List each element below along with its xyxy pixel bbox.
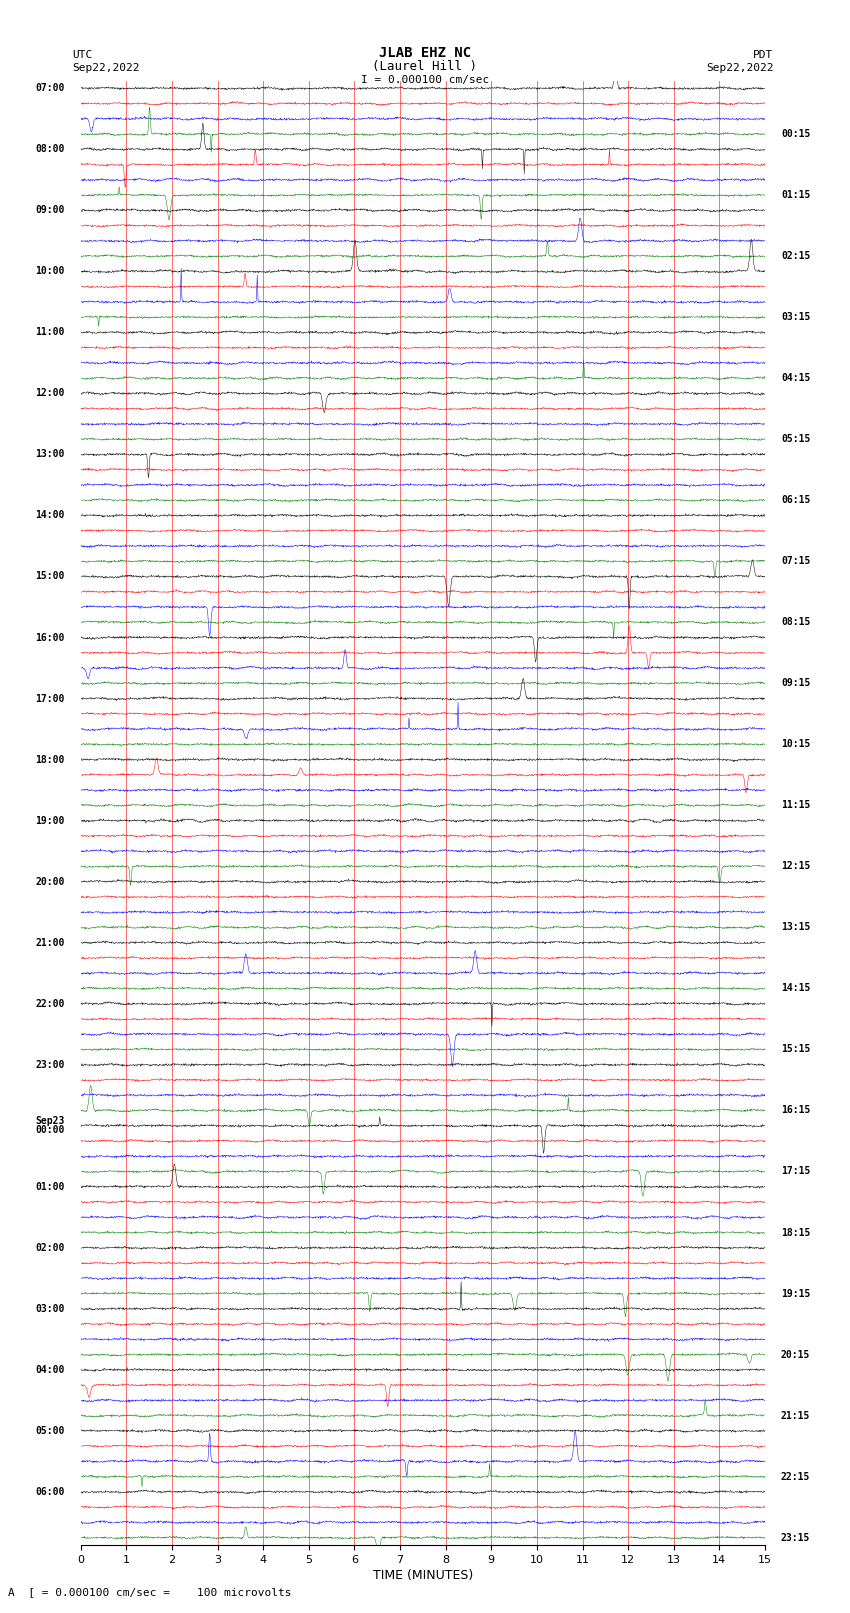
Text: 23:00: 23:00	[36, 1060, 65, 1069]
Text: 06:15: 06:15	[781, 495, 810, 505]
Text: 03:15: 03:15	[781, 313, 810, 323]
X-axis label: TIME (MINUTES): TIME (MINUTES)	[373, 1569, 473, 1582]
Text: 07:15: 07:15	[781, 556, 810, 566]
Text: (Laurel Hill ): (Laurel Hill )	[372, 60, 478, 73]
Text: 18:00: 18:00	[36, 755, 65, 765]
Text: 21:15: 21:15	[781, 1411, 810, 1421]
Text: 23:15: 23:15	[781, 1532, 810, 1542]
Text: Sep22,2022: Sep22,2022	[72, 63, 139, 73]
Text: 01:00: 01:00	[36, 1182, 65, 1192]
Text: 09:15: 09:15	[781, 679, 810, 689]
Text: 09:00: 09:00	[36, 205, 65, 215]
Text: 02:15: 02:15	[781, 252, 810, 261]
Text: 18:15: 18:15	[781, 1227, 810, 1237]
Text: 16:00: 16:00	[36, 632, 65, 642]
Text: 02:00: 02:00	[36, 1242, 65, 1253]
Text: JLAB EHZ NC: JLAB EHZ NC	[379, 47, 471, 60]
Text: 19:00: 19:00	[36, 816, 65, 826]
Text: 03:00: 03:00	[36, 1303, 65, 1313]
Text: 13:15: 13:15	[781, 923, 810, 932]
Text: UTC: UTC	[72, 50, 93, 60]
Text: 22:15: 22:15	[781, 1471, 810, 1482]
Text: 06:00: 06:00	[36, 1487, 65, 1497]
Text: Sep23: Sep23	[36, 1116, 65, 1126]
Text: 17:15: 17:15	[781, 1166, 810, 1176]
Text: 13:00: 13:00	[36, 450, 65, 460]
Text: 20:15: 20:15	[781, 1350, 810, 1360]
Text: 07:00: 07:00	[36, 84, 65, 94]
Text: 10:15: 10:15	[781, 739, 810, 750]
Text: 01:15: 01:15	[781, 190, 810, 200]
Text: 10:00: 10:00	[36, 266, 65, 276]
Text: 00:00: 00:00	[36, 1126, 65, 1136]
Text: I = 0.000100 cm/sec: I = 0.000100 cm/sec	[361, 74, 489, 84]
Text: PDT: PDT	[753, 50, 774, 60]
Text: 11:15: 11:15	[781, 800, 810, 810]
Text: A  [ = 0.000100 cm/sec =    100 microvolts: A [ = 0.000100 cm/sec = 100 microvolts	[8, 1587, 292, 1597]
Text: 16:15: 16:15	[781, 1105, 810, 1116]
Text: 21:00: 21:00	[36, 937, 65, 947]
Text: 12:00: 12:00	[36, 389, 65, 398]
Text: 05:00: 05:00	[36, 1426, 65, 1436]
Text: 04:00: 04:00	[36, 1365, 65, 1374]
Text: 08:15: 08:15	[781, 618, 810, 627]
Text: 04:15: 04:15	[781, 373, 810, 384]
Text: 15:00: 15:00	[36, 571, 65, 581]
Text: 15:15: 15:15	[781, 1045, 810, 1055]
Text: 00:15: 00:15	[781, 129, 810, 139]
Text: 08:00: 08:00	[36, 144, 65, 155]
Text: 05:15: 05:15	[781, 434, 810, 444]
Text: 20:00: 20:00	[36, 876, 65, 887]
Text: 14:00: 14:00	[36, 510, 65, 521]
Text: 14:15: 14:15	[781, 984, 810, 994]
Text: 22:00: 22:00	[36, 998, 65, 1008]
Text: 17:00: 17:00	[36, 694, 65, 703]
Text: Sep22,2022: Sep22,2022	[706, 63, 774, 73]
Text: 19:15: 19:15	[781, 1289, 810, 1298]
Text: 11:00: 11:00	[36, 327, 65, 337]
Text: 12:15: 12:15	[781, 861, 810, 871]
